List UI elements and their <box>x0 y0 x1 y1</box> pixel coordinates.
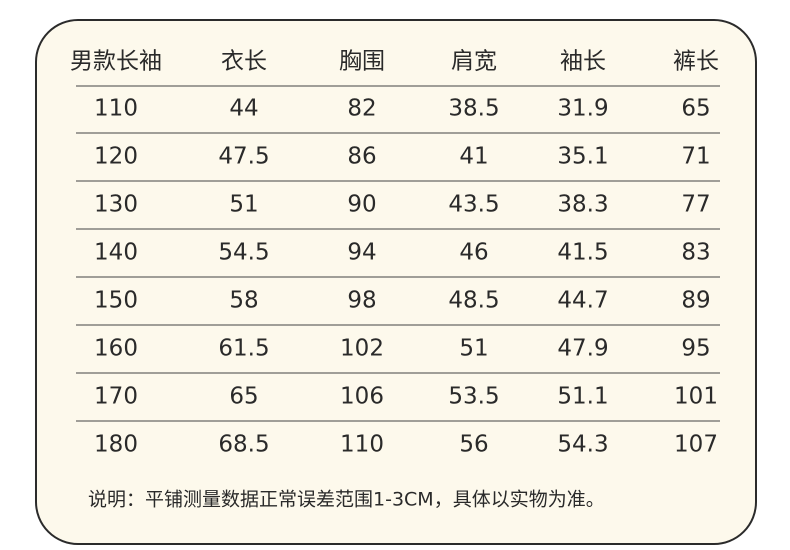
table-cell: 94 <box>347 240 376 266</box>
table-cell: 120 <box>94 144 138 170</box>
header-cell: 胸围 <box>339 49 385 75</box>
table-cell: 51.1 <box>557 384 608 410</box>
table-cell: 150 <box>94 288 138 314</box>
table-cell: 43.5 <box>448 192 499 218</box>
table-cell: 98 <box>347 288 376 314</box>
table-cell: 47.5 <box>218 144 269 170</box>
header-cell: 肩宽 <box>451 49 497 75</box>
table-cell: 44.7 <box>557 288 608 314</box>
table-cell: 82 <box>347 96 376 122</box>
table-cell: 110 <box>94 96 138 122</box>
table-cell: 107 <box>674 432 718 458</box>
table-cell: 31.9 <box>557 96 608 122</box>
table-cell: 101 <box>674 384 718 410</box>
header-cell: 衣长 <box>221 49 267 75</box>
table-cell: 83 <box>681 240 710 266</box>
table-cell: 48.5 <box>448 288 499 314</box>
table-cell: 56 <box>459 432 488 458</box>
table-cell: 71 <box>681 144 710 170</box>
table-cell: 54.5 <box>218 240 269 266</box>
footnote: 说明：平铺测量数据正常误差范围1-3CM，具体以实物为准。 <box>88 489 605 511</box>
table-cell: 38.5 <box>448 96 499 122</box>
table-cell: 61.5 <box>218 336 269 362</box>
table-cell: 68.5 <box>218 432 269 458</box>
table-cell: 58 <box>229 288 258 314</box>
table-cell: 160 <box>94 336 138 362</box>
card <box>35 19 757 545</box>
table-cell: 44 <box>229 96 258 122</box>
table-cell: 35.1 <box>557 144 608 170</box>
table-cell: 170 <box>94 384 138 410</box>
table-cell: 51 <box>229 192 258 218</box>
table-cell: 130 <box>94 192 138 218</box>
table-cell: 38.3 <box>557 192 608 218</box>
table-cell: 102 <box>340 336 384 362</box>
table-cell: 90 <box>347 192 376 218</box>
header-cell: 男款长袖 <box>70 49 162 75</box>
table-cell: 106 <box>340 384 384 410</box>
table-cell: 51 <box>459 336 488 362</box>
table-cell: 53.5 <box>448 384 499 410</box>
table-cell: 41.5 <box>557 240 608 266</box>
header-cell: 裤长 <box>673 49 719 75</box>
table-cell: 180 <box>94 432 138 458</box>
table-cell: 86 <box>347 144 376 170</box>
table-cell: 65 <box>681 96 710 122</box>
table-cell: 89 <box>681 288 710 314</box>
table-cell: 95 <box>681 336 710 362</box>
table-cell: 110 <box>340 432 384 458</box>
table-cell: 41 <box>459 144 488 170</box>
header-cell: 袖长 <box>560 49 606 75</box>
table-cell: 46 <box>459 240 488 266</box>
table-cell: 77 <box>681 192 710 218</box>
table-cell: 54.3 <box>557 432 608 458</box>
table-cell: 65 <box>229 384 258 410</box>
table-cell: 140 <box>94 240 138 266</box>
table-cell: 47.9 <box>557 336 608 362</box>
